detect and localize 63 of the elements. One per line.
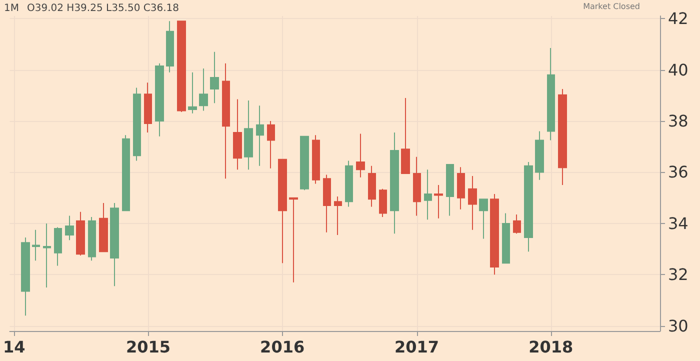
y-tick-label: 36: [668, 162, 688, 182]
chart-subtitle: O39.02 H39.25 L35.50 C36.18: [27, 3, 179, 14]
x-tick-label: 2018: [528, 338, 574, 356]
chart-title: 1M: [4, 3, 19, 14]
candlestick: [32, 229, 40, 262]
candlestick: [524, 161, 533, 252]
text: Market Closed: [583, 2, 640, 11]
candlestick: [188, 72, 197, 114]
candlestick: [110, 202, 119, 287]
x-tick-label: 2015: [126, 338, 170, 356]
y-tick-label: 32: [668, 265, 688, 284]
candlestick: [133, 87, 141, 162]
candlestick: [379, 188, 387, 218]
candlestick: [99, 202, 108, 252]
candlestick: [468, 176, 477, 230]
candlestick: [502, 212, 510, 264]
candlestick: [312, 134, 320, 184]
y-tick-label: 34: [668, 214, 688, 233]
candlestick: [43, 222, 51, 288]
candlestick: [222, 62, 230, 180]
candlestick: [144, 82, 152, 134]
candlestick: [54, 226, 62, 266]
y-tick-label: 38: [668, 112, 688, 130]
candlestick: [122, 134, 130, 212]
candlestick: [177, 20, 186, 113]
candlestick: [65, 215, 74, 241]
candlestick: [401, 97, 410, 174]
candlestick: [457, 166, 465, 210]
candlestick: [267, 120, 275, 169]
candlestick: [368, 165, 376, 208]
candlestick: [323, 174, 331, 233]
candlestick: [244, 100, 253, 170]
candlestick: [76, 211, 85, 256]
candlestick: [233, 98, 242, 170]
candlestick: [334, 196, 342, 236]
candlestick: [558, 88, 567, 186]
candlestick: [345, 160, 353, 208]
candlestick: [479, 198, 488, 240]
candlestick: [300, 136, 309, 191]
candlestick: [446, 164, 454, 216]
candlestick: [547, 48, 555, 141]
candlestick: [434, 184, 443, 219]
y-tick-label: 42: [668, 9, 688, 28]
candlestick: [424, 169, 432, 220]
x-tick-label: 14: [3, 338, 26, 356]
candlestick: [513, 214, 521, 234]
candlestick: [166, 20, 174, 73]
candlestick: [490, 193, 499, 276]
candlestick: [88, 216, 96, 262]
candlestick: [155, 62, 164, 137]
x-tick-label: 2017: [394, 338, 440, 356]
candlestick: [413, 156, 421, 216]
y-tick-label: 30: [668, 316, 688, 336]
candlestick: [210, 51, 219, 104]
candlestick: [256, 105, 264, 166]
x-tick-label: 2016: [260, 338, 305, 356]
candlestick: [199, 68, 208, 112]
candlestick: [535, 130, 544, 180]
y-tick-label: 40: [668, 60, 688, 80]
candlestick: [289, 197, 298, 283]
candlestick: [390, 132, 399, 234]
candlestick: [356, 133, 365, 178]
candlestick: [21, 237, 30, 316]
